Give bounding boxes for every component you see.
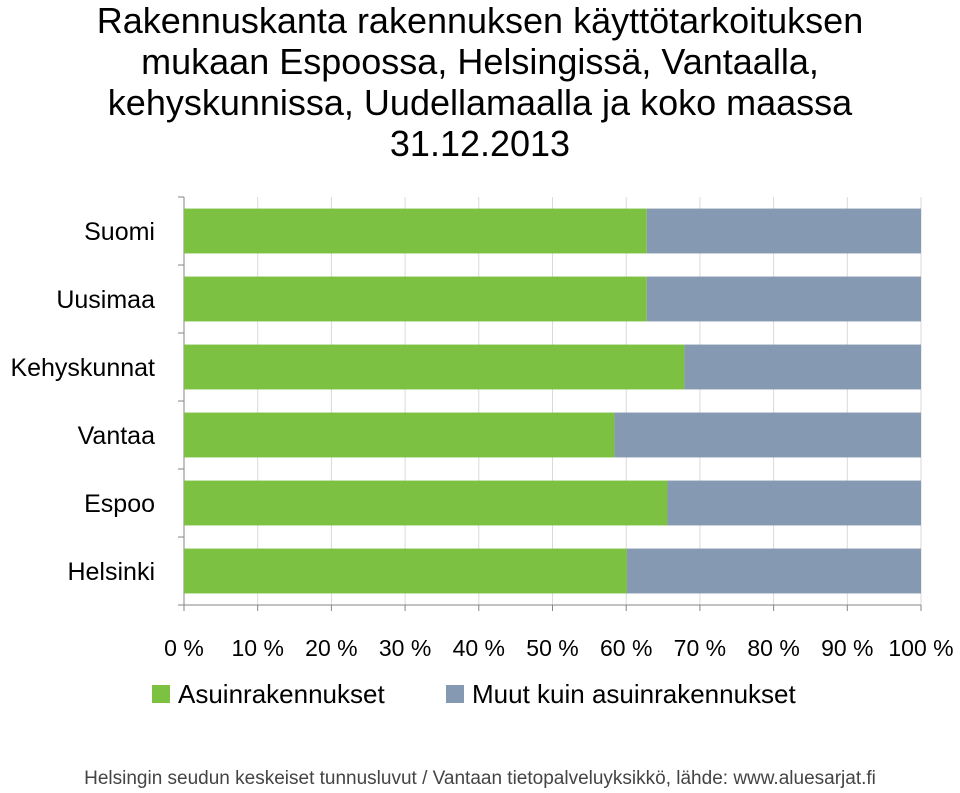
bar-asuinrakennukset-helsinki xyxy=(184,548,627,594)
x-tick-label: 30 % xyxy=(379,635,431,661)
legend-item-asuinrakennukset: Asuinrakennukset xyxy=(152,674,385,714)
bar-asuinrakennukset-kehyskunnat xyxy=(184,344,685,390)
chart-plot: 0 % 10 % 20 % 30 % 40 % 50 % 60 % 70 % 80 % 90 % 1… xyxy=(10,196,954,661)
legend-label-muut: Muut kuin asuinrakennukset xyxy=(472,678,796,709)
chart-title-line-4: 31.12.2013 xyxy=(389,123,571,165)
category-label: Kehyskunnat xyxy=(10,354,155,382)
x-tick-label: 10 % xyxy=(231,635,283,661)
bar-muut-uusimaa xyxy=(646,276,921,322)
source-note: Helsingin seudun keskeiset tunnusluvut /… xyxy=(84,768,876,789)
x-tick-label: 100 % xyxy=(888,635,953,661)
bar-muut-espoo xyxy=(667,480,921,526)
category-label: Suomi xyxy=(84,218,155,246)
bar-muut-vantaa xyxy=(614,412,921,458)
legend-swatch-asuinrakennukset xyxy=(152,685,170,703)
bar-asuinrakennukset-uusimaa xyxy=(184,276,647,322)
x-tick-label: 90 % xyxy=(821,635,873,661)
bar-asuinrakennukset-suomi xyxy=(184,208,647,254)
x-tick-label: 60 % xyxy=(600,635,652,661)
chart-title: Rakennuskanta rakennuksen käyttötarkoitu… xyxy=(0,0,960,164)
bar-asuinrakennukset-vantaa xyxy=(184,412,615,458)
x-tick-label: 50 % xyxy=(526,635,578,661)
category-label: Espoo xyxy=(84,490,155,518)
chart-title-line-3: kehyskunnissa, Uudellamaalla ja koko maa… xyxy=(107,82,853,124)
x-tick-label: 20 % xyxy=(305,635,357,661)
legend-swatch-muut xyxy=(446,685,464,703)
bar-asuinrakennukset-espoo xyxy=(184,480,668,526)
legend-item-muut: Muut kuin asuinrakennukset xyxy=(446,674,796,714)
chart-title-line-1: Rakennuskanta rakennuksen käyttötarkoitu… xyxy=(96,0,864,41)
category-label: Uusimaa xyxy=(56,286,155,314)
chart-legend: Asuinrakennukset Muut kuin asuinrakennuk… xyxy=(0,674,960,714)
x-tick-label: 40 % xyxy=(453,635,505,661)
x-tick-label: 70 % xyxy=(674,635,726,661)
category-label: Vantaa xyxy=(78,422,155,450)
bar-muut-suomi xyxy=(646,208,921,254)
x-tick-label: 0 % xyxy=(164,635,204,661)
category-label: Helsinki xyxy=(67,558,155,586)
bar-muut-kehyskunnat xyxy=(684,344,921,390)
chart-title-line-2: mukaan Espoossa, Helsingissä, Vantaalla, xyxy=(141,41,819,83)
legend-label-asuinrakennukset: Asuinrakennukset xyxy=(178,678,385,709)
x-tick-label: 80 % xyxy=(747,635,799,661)
bar-muut-helsinki xyxy=(626,548,921,594)
